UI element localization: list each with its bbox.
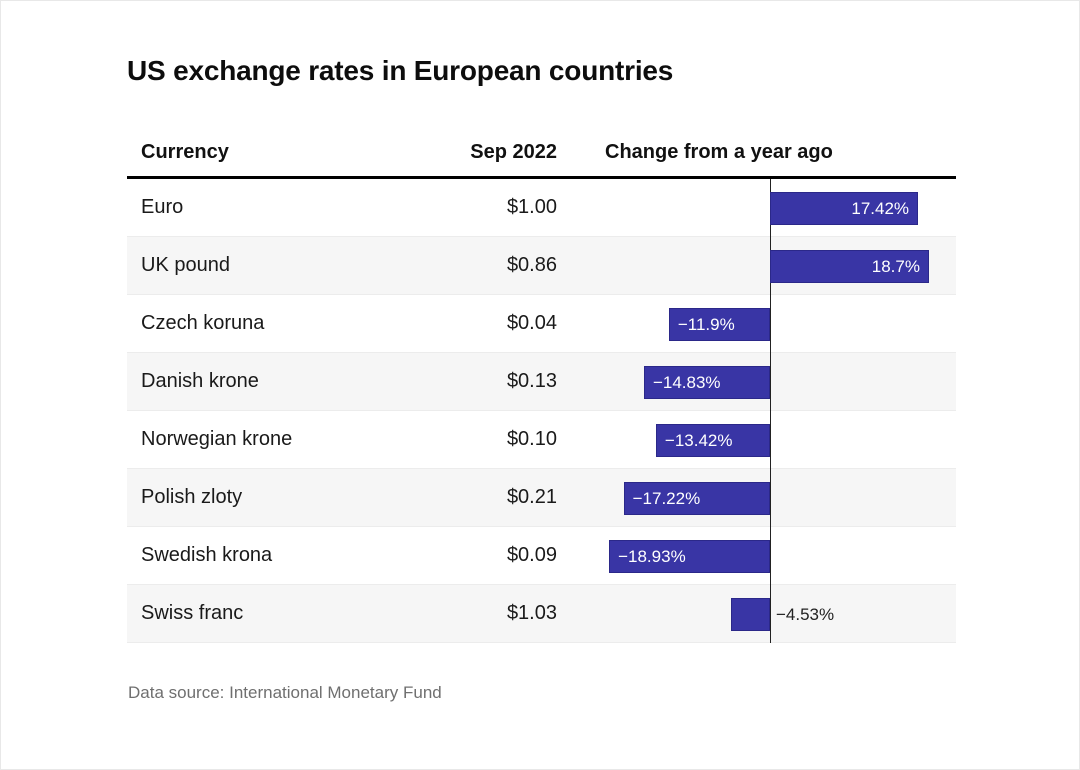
change-bar-label: −4.53% [775,604,835,624]
table-row: Swedish krona $0.09 −18.93% [127,527,956,585]
zero-axis-line [770,179,771,643]
table-row: Czech koruna $0.04 −11.9% [127,295,956,353]
change-bar: −18.93% [609,539,770,573]
table-row: Polish zloty $0.21 −17.22% [127,469,956,527]
change-bar-label: −17.22% [632,488,701,508]
change-bar-label: 17.42% [851,198,910,218]
change-bar: −4.53% [731,597,834,631]
exchange-rate-value: $0.10 [506,428,557,450]
change-bar-label: −11.9% [677,314,735,334]
exchange-rate-value: $0.21 [506,486,557,508]
data-source-note: Data source: International Monetary Fund [128,683,442,702]
change-bar: −13.42% [655,423,770,457]
change-bar-cell: −14.83% [557,353,956,410]
change-bar-cell: −17.22% [557,469,956,526]
change-bar-label: −14.83% [652,372,721,392]
change-bar: −17.22% [623,481,770,515]
exchange-rate-value: $1.00 [506,196,557,218]
change-bar-cell: −18.93% [557,527,956,584]
table-row: Euro $1.00 17.42% [127,179,956,237]
table-row: Norwegian krone $0.10 −13.42% [127,411,956,469]
change-bar: −11.9% [668,307,770,341]
change-bar-cell: −13.42% [557,411,956,468]
column-header-change: Change from a year ago [605,141,833,163]
table-row: Swiss franc $1.03 −4.53% [127,585,956,643]
change-bar-label: −18.93% [618,546,686,566]
exchange-rate-value: $1.03 [506,602,557,624]
chart-title: US exchange rates in European countries [127,55,674,86]
currency-name: Swedish krona [141,544,273,566]
currency-name: Swiss franc [141,602,244,624]
exchange-rate-value: $0.04 [506,312,557,334]
currency-name: Euro [141,196,184,218]
change-bar-cell: −4.53% [557,585,956,642]
exchange-rate-value: $0.13 [506,370,557,392]
exchange-rate-table: Currency Sep 2022 Change from a year ago… [127,129,956,643]
table-body: Euro $1.00 17.42% UK pound $0.86 18.7% C… [127,179,956,643]
currency-name: Danish krone [141,370,259,392]
currency-name: Norwegian krone [141,428,293,450]
change-bar: 18.7% [770,249,929,283]
change-bar-cell: 18.7% [557,237,956,294]
table-row: UK pound $0.86 18.7% [127,237,956,295]
table-header: Currency Sep 2022 Change from a year ago [127,129,956,179]
change-bar-label: 18.7% [871,256,920,276]
currency-name: Polish zloty [141,486,243,508]
change-bar: −14.83% [643,365,770,399]
change-bar-cell: −11.9% [557,295,956,352]
change-bar-label: −13.42% [664,430,733,450]
change-bar-cell: 17.42% [557,179,956,236]
exchange-rate-value: $0.86 [506,254,557,276]
table-row: Danish krone $0.13 −14.83% [127,353,956,411]
currency-name: UK pound [141,254,230,276]
column-header-sep-2022: Sep 2022 [470,141,557,163]
exchange-rate-value: $0.09 [506,544,557,566]
currency-name: Czech koruna [141,312,265,334]
column-header-currency: Currency [141,141,229,163]
change-bar: 17.42% [770,191,919,225]
